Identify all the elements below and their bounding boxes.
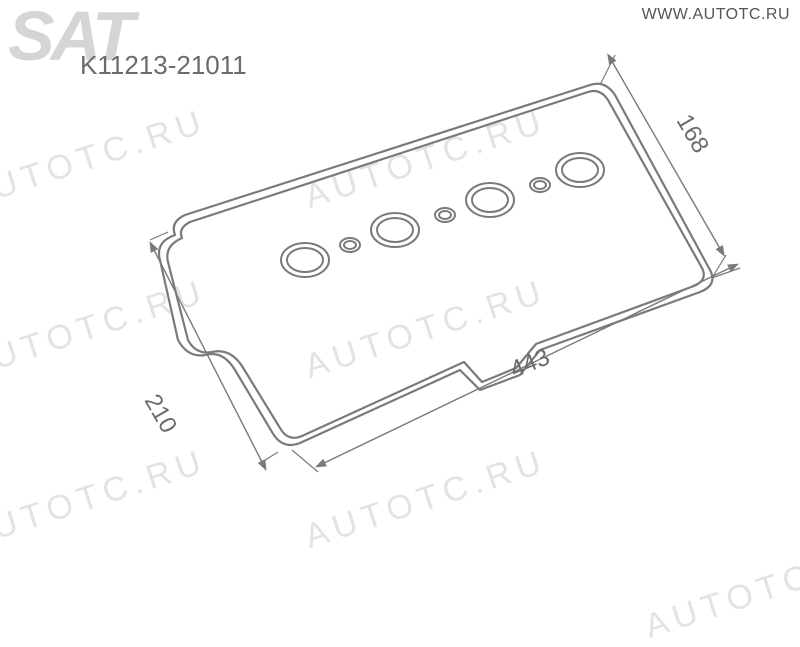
part-number-label: K11213-21011: [80, 50, 247, 81]
dimension-lines: [152, 58, 734, 466]
seal-rings: [281, 153, 604, 277]
large-ring: [556, 153, 604, 187]
dimension-extensions: [150, 55, 740, 472]
diagram-svg: [0, 0, 800, 600]
gasket-outline: [159, 84, 712, 445]
small-ring: [340, 238, 360, 252]
large-ring: [281, 243, 329, 277]
site-url: WWW.AUTOTC.RU: [642, 6, 790, 24]
diagram-canvas: SAT WWW.AUTOTC.RU K11213-21011 AUTOTC.RU…: [0, 0, 800, 600]
small-ring: [530, 178, 550, 192]
small-ring: [435, 208, 455, 222]
large-ring: [371, 213, 419, 247]
large-ring: [466, 183, 514, 217]
